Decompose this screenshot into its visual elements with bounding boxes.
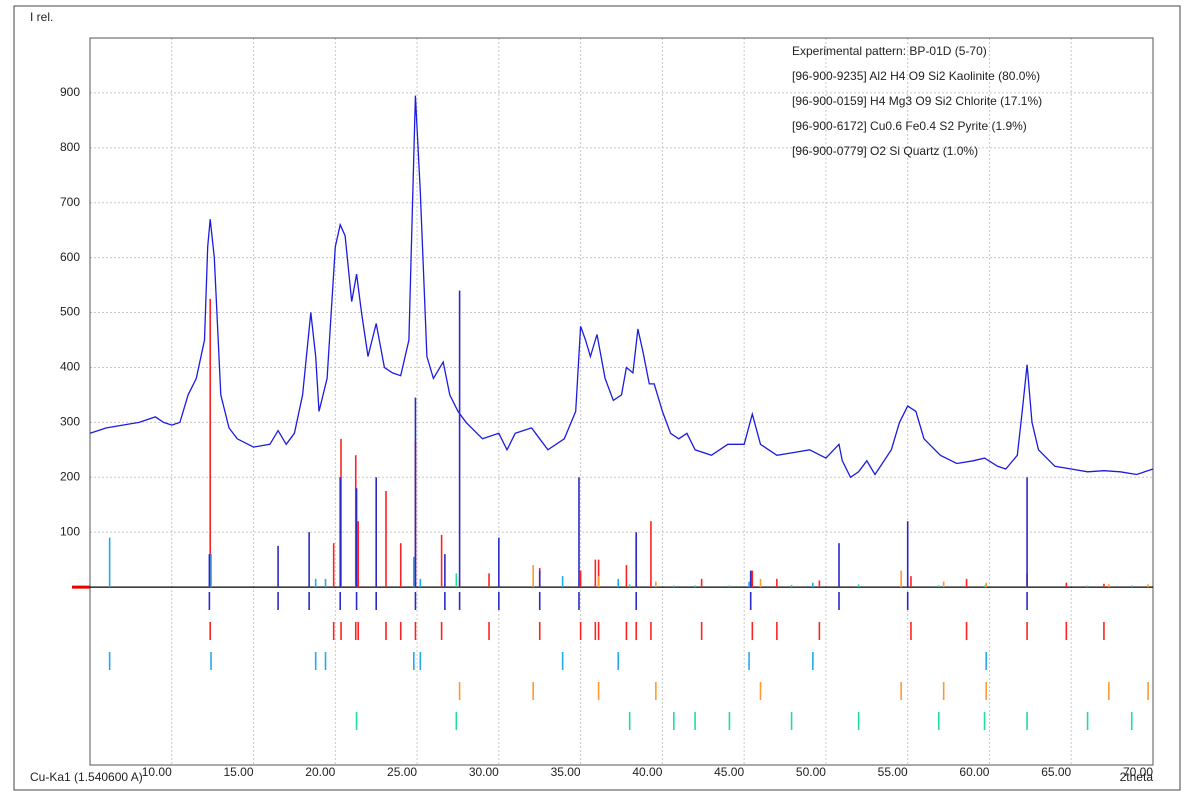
x-tick-label: 30.00 — [469, 765, 499, 779]
x-tick-label: 25.00 — [387, 765, 417, 779]
legend-entry: [96-900-0779] O2 Si Quartz (1.0%) — [792, 144, 978, 158]
y-tick-label: 800 — [60, 140, 80, 154]
y-axis-label: I rel. — [30, 10, 53, 24]
y-tick-label: 500 — [60, 305, 80, 319]
x-tick-label: 35.00 — [551, 765, 581, 779]
frame — [13, 5, 1181, 791]
x-tick-label: 55.00 — [878, 765, 908, 779]
y-tick-label: 600 — [60, 250, 80, 264]
y-tick-label: 100 — [60, 524, 80, 538]
x-tick-label: 70.00 — [1123, 765, 1153, 779]
y-tick-label: 300 — [60, 415, 80, 429]
x-tick-label: 40.00 — [632, 765, 662, 779]
x-tick-label: 20.00 — [305, 765, 335, 779]
x-tick-label: 65.00 — [1041, 765, 1071, 779]
radiation-label: Cu-Ka1 (1.540600 A) — [30, 770, 143, 784]
legend-entry: [96-900-0159] H4 Mg3 O9 Si2 Chlorite (17… — [792, 94, 1042, 108]
x-tick-label: 45.00 — [714, 765, 744, 779]
x-tick-label: 50.00 — [796, 765, 826, 779]
legend-entry: Experimental pattern: BP-01D (5-70) — [792, 44, 987, 58]
legend-entry: [96-900-9235] Al2 H4 O9 Si2 Kaolinite (8… — [792, 69, 1040, 83]
y-tick-label: 700 — [60, 195, 80, 209]
y-tick-label: 200 — [60, 469, 80, 483]
plot-area — [89, 37, 1154, 766]
x-tick-label: 60.00 — [959, 765, 989, 779]
x-tick-label: 15.00 — [224, 765, 254, 779]
pattern-line — [89, 95, 1154, 479]
x-tick-label: 10.00 — [142, 765, 172, 779]
x-axis-label: 2theta — [1120, 770, 1154, 784]
legend-entry: [96-900-6172] Cu0.6 Fe0.4 S2 Pyrite (1.9… — [792, 119, 1027, 133]
y-tick-label: 400 — [60, 360, 80, 374]
y-tick-label: 900 — [60, 85, 80, 99]
